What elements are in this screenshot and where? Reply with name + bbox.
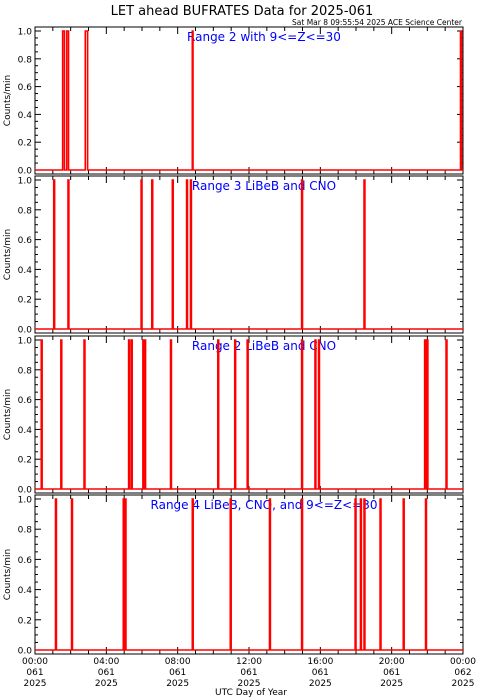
series-line [35, 339, 463, 490]
x-tick-time: 00:00 [450, 657, 476, 667]
y-tick-label: 0.4 [18, 111, 33, 121]
y-axis-label: Counts/min [3, 229, 13, 280]
y-axis-label: Counts/min [3, 389, 13, 440]
x-axis-label: UTC Day of Year [215, 688, 287, 698]
x-tick-day: 061 [26, 668, 43, 678]
x-tick-time: 00:00 [22, 657, 48, 667]
panel-title: Range 4 LiBeB, CNO, and 9<=Z<=30 [151, 498, 378, 512]
x-tick-time: 12:00 [236, 657, 262, 667]
chart-panel-2: 0.0 0.2 0.4 0.6 0.8 1.0 Counts/min Range 3 LiBe… [3, 175, 464, 336]
y-tick-label: 0.0 [18, 326, 33, 336]
chart-panel-4: 0.0 0.2 0.4 0.6 0.8 1.0 Counts/min Range 4 LiBe… [3, 494, 464, 657]
y-tick-label: 0.0 [18, 647, 33, 657]
y-tick-label: 0.2 [18, 616, 32, 626]
x-tick-year: 2025 [24, 679, 47, 689]
x-tick-time: 04:00 [93, 657, 119, 667]
y-tick-label: 0.8 [18, 206, 33, 216]
y-tick-label: 1.0 [18, 177, 33, 187]
y-tick-label: 0.6 [18, 396, 33, 406]
panel-title: Range 3 LiBeB and CNO [192, 179, 336, 193]
chart-panels: 0.0 0.2 0.4 0.6 0.8 1.0 Counts/min Range 2 with… [3, 26, 476, 689]
x-tick-time: 08:00 [165, 657, 191, 667]
x-tick-time: 16:00 [307, 657, 333, 667]
chart-panel-1: 0.0 0.2 0.4 0.6 0.8 1.0 Counts/min Range 2 with… [3, 26, 464, 177]
panel-frame [34, 335, 464, 494]
x-tick-day: 061 [98, 668, 115, 678]
series-line [35, 30, 463, 171]
y-tick-label: 0.0 [18, 486, 33, 496]
y-tick-label: 0.8 [18, 366, 33, 376]
series-line [35, 179, 463, 330]
x-tick-day: 061 [240, 668, 257, 678]
y-tick-label: 0.4 [18, 586, 33, 596]
x-tick-year: 2025 [380, 679, 403, 689]
panel-frame [34, 494, 464, 655]
y-tick-label: 0.0 [18, 167, 33, 177]
x-tick-year: 2025 [166, 679, 189, 689]
y-tick-label: 0.8 [18, 526, 33, 536]
panel-title: Range 2 LiBeB and CNO [192, 339, 336, 353]
y-tick-label: 0.8 [18, 55, 33, 65]
x-tick-day: 062 [454, 668, 471, 678]
y-axis-label: Counts/min [3, 75, 13, 126]
x-tick-year: 2025 [95, 679, 118, 689]
y-tick-label: 1.0 [18, 28, 33, 38]
series-line [35, 498, 463, 651]
x-tick-day: 061 [169, 668, 186, 678]
timestamp-label: Sat Mar 8 09:55:54 2025 ACE Science Cent… [292, 18, 463, 27]
y-tick-label: 0.2 [18, 296, 32, 306]
panel-title: Range 2 with 9<=Z<=30 [187, 30, 341, 44]
y-tick-label: 0.6 [18, 556, 33, 566]
y-axis-label: Counts/min [3, 549, 13, 600]
y-tick-label: 1.0 [18, 337, 33, 347]
x-tick-year: 2025 [452, 679, 475, 689]
panel-frame [34, 26, 464, 175]
y-tick-label: 1.0 [18, 496, 33, 506]
y-tick-label: 0.4 [18, 426, 33, 436]
x-tick-year: 2025 [238, 679, 261, 689]
y-tick-label: 0.6 [18, 236, 33, 246]
y-tick-label: 0.4 [18, 266, 33, 276]
x-tick-time: 20:00 [379, 657, 405, 667]
x-tick-year: 2025 [309, 679, 332, 689]
y-tick-label: 0.6 [18, 83, 33, 93]
chart-panel-3: 0.0 0.2 0.4 0.6 0.8 1.0 Counts/min Range 2 LiBe… [3, 335, 464, 496]
panel-frame [34, 175, 464, 334]
y-tick-label: 0.2 [18, 456, 32, 466]
x-tick-labels: 00:00061202504:00061202508:00061202512:0… [22, 657, 476, 689]
y-tick-label: 0.2 [18, 139, 32, 149]
x-tick-day: 061 [312, 668, 329, 678]
chart-title: LET ahead BUFRATES Data for 2025-061 [111, 4, 374, 19]
x-tick-day: 061 [383, 668, 400, 678]
